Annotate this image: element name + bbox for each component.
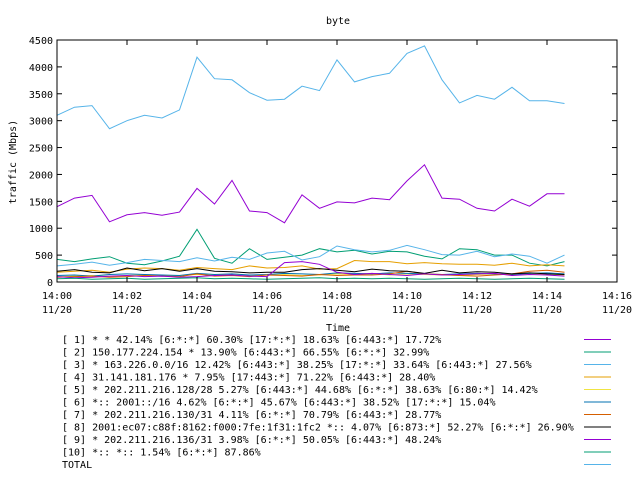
x-tick-date: 11/20 bbox=[112, 305, 142, 316]
y-tick-label: 0 bbox=[47, 278, 53, 289]
series-line-3 bbox=[56, 244, 565, 267]
x-ticks: 14:00 11/20 14:02 11/20 14:04 11/20 14:06 11/20… bbox=[42, 40, 632, 316]
x-tick-label: 14:02 bbox=[112, 291, 142, 302]
x-tick-label: 14:04 bbox=[182, 291, 212, 302]
legend-label: [ 6] *:: 2001::/16 4.62% [6:*:*] 45.67% … bbox=[62, 398, 495, 409]
x-tick-label: 14:16 bbox=[602, 291, 632, 302]
y-tick-label: 1000 bbox=[29, 224, 53, 235]
x-axis-label: Time bbox=[326, 323, 350, 334]
plot-lines bbox=[56, 45, 565, 280]
legend-label: [ 7] * 202.211.216.130/31 4.11% [6:*:*] … bbox=[62, 410, 441, 421]
legend-label: [ 2] 150.177.224.154 * 13.90% [6:443:*] … bbox=[62, 348, 429, 359]
y-tick-label: 1500 bbox=[29, 197, 53, 208]
x-tick-date: 11/20 bbox=[182, 305, 212, 316]
y-tick-label: 500 bbox=[35, 251, 53, 262]
x-tick-label: 14:14 bbox=[532, 291, 562, 302]
y-axis-label: traffic (Mbps) bbox=[8, 120, 19, 204]
legend-label: [ 9] * 202.211.216.136/31 3.98% [6:*:*] … bbox=[62, 435, 441, 446]
x-tick-date: 11/20 bbox=[252, 305, 282, 316]
x-tick-date: 11/20 bbox=[322, 305, 352, 316]
series-line-4 bbox=[56, 259, 565, 273]
x-tick-label: 14:00 bbox=[42, 291, 72, 302]
series-line-9 bbox=[56, 261, 565, 279]
legend-label: [ 1] * * 42.14% [6:*:*] 60.30% [17:*:*] … bbox=[62, 335, 441, 346]
series-line-7 bbox=[56, 269, 565, 278]
series-line-2 bbox=[56, 228, 565, 267]
legend-label: [ 4] 31.141.181.176 * 7.95% [17:443:*] 7… bbox=[62, 373, 435, 384]
x-tick-date: 11/20 bbox=[392, 305, 422, 316]
legend-label: [ 8] 2001:ec07:c88f:8162:f000:7fe:1f31:1… bbox=[62, 423, 574, 434]
x-tick-date: 11/20 bbox=[602, 305, 632, 316]
legend-label: [ 3] * 163.226.0.0/16 12.42% [6:443:*] 3… bbox=[62, 360, 532, 371]
y-tick-label: 4000 bbox=[29, 63, 53, 74]
y-tick-label: 3000 bbox=[29, 117, 53, 128]
y-tick-label: 2500 bbox=[29, 144, 53, 155]
x-tick-date: 11/20 bbox=[532, 305, 562, 316]
series-line-10 bbox=[56, 277, 565, 280]
y-ticks: 0 500 1000 1500 2000 2500 3000 3500 4000 4500 bbox=[29, 36, 617, 289]
y-tick-label: 3500 bbox=[29, 90, 53, 101]
x-tick-label: 14:10 bbox=[392, 291, 422, 302]
chart-title: byte bbox=[326, 16, 350, 27]
x-tick-date: 11/20 bbox=[462, 305, 492, 316]
series-line-8 bbox=[56, 267, 565, 275]
legend-label: [10] *:: *:: 1.54% [6:*:*] 87.86% bbox=[62, 448, 261, 459]
y-tick-label: 4500 bbox=[29, 36, 53, 47]
legend-label: TOTAL bbox=[62, 460, 92, 471]
y-tick-label: 2000 bbox=[29, 170, 53, 181]
legend: [ 1] * * 42.14% [6:*:*] 60.30% [17:*:*] … bbox=[62, 335, 611, 471]
series-line-1 bbox=[56, 163, 565, 224]
x-tick-label: 14:08 bbox=[322, 291, 352, 302]
x-tick-label: 14:12 bbox=[462, 291, 492, 302]
legend-label: [ 5] * 202.211.216.128/28 5.27% [6:443:*… bbox=[62, 385, 538, 396]
x-tick-label: 14:06 bbox=[252, 291, 282, 302]
series-line-11 bbox=[56, 45, 565, 130]
x-tick-date: 11/20 bbox=[42, 305, 72, 316]
